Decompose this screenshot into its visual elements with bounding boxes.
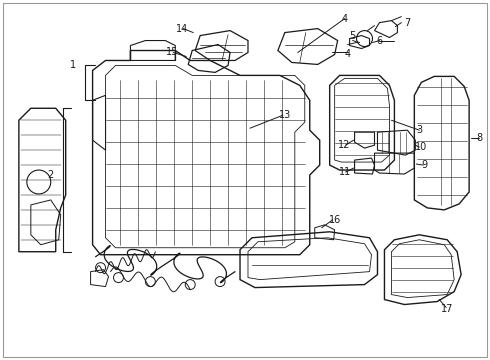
Text: 5: 5 [349,31,356,41]
Text: 14: 14 [176,24,188,33]
Text: 4: 4 [344,49,351,59]
Text: 11: 11 [339,167,351,177]
Text: 15: 15 [166,48,178,58]
Text: 2: 2 [48,170,54,180]
Text: 1: 1 [70,60,76,71]
Text: 8: 8 [476,133,482,143]
Text: 16: 16 [328,215,341,225]
Text: 10: 10 [415,142,427,152]
Text: 4: 4 [342,14,348,24]
Text: 12: 12 [339,140,351,150]
Text: 3: 3 [416,125,422,135]
Text: 6: 6 [376,36,383,46]
Text: 13: 13 [279,110,291,120]
Text: 7: 7 [404,18,411,28]
Text: 9: 9 [421,160,427,170]
Text: 17: 17 [441,305,453,315]
